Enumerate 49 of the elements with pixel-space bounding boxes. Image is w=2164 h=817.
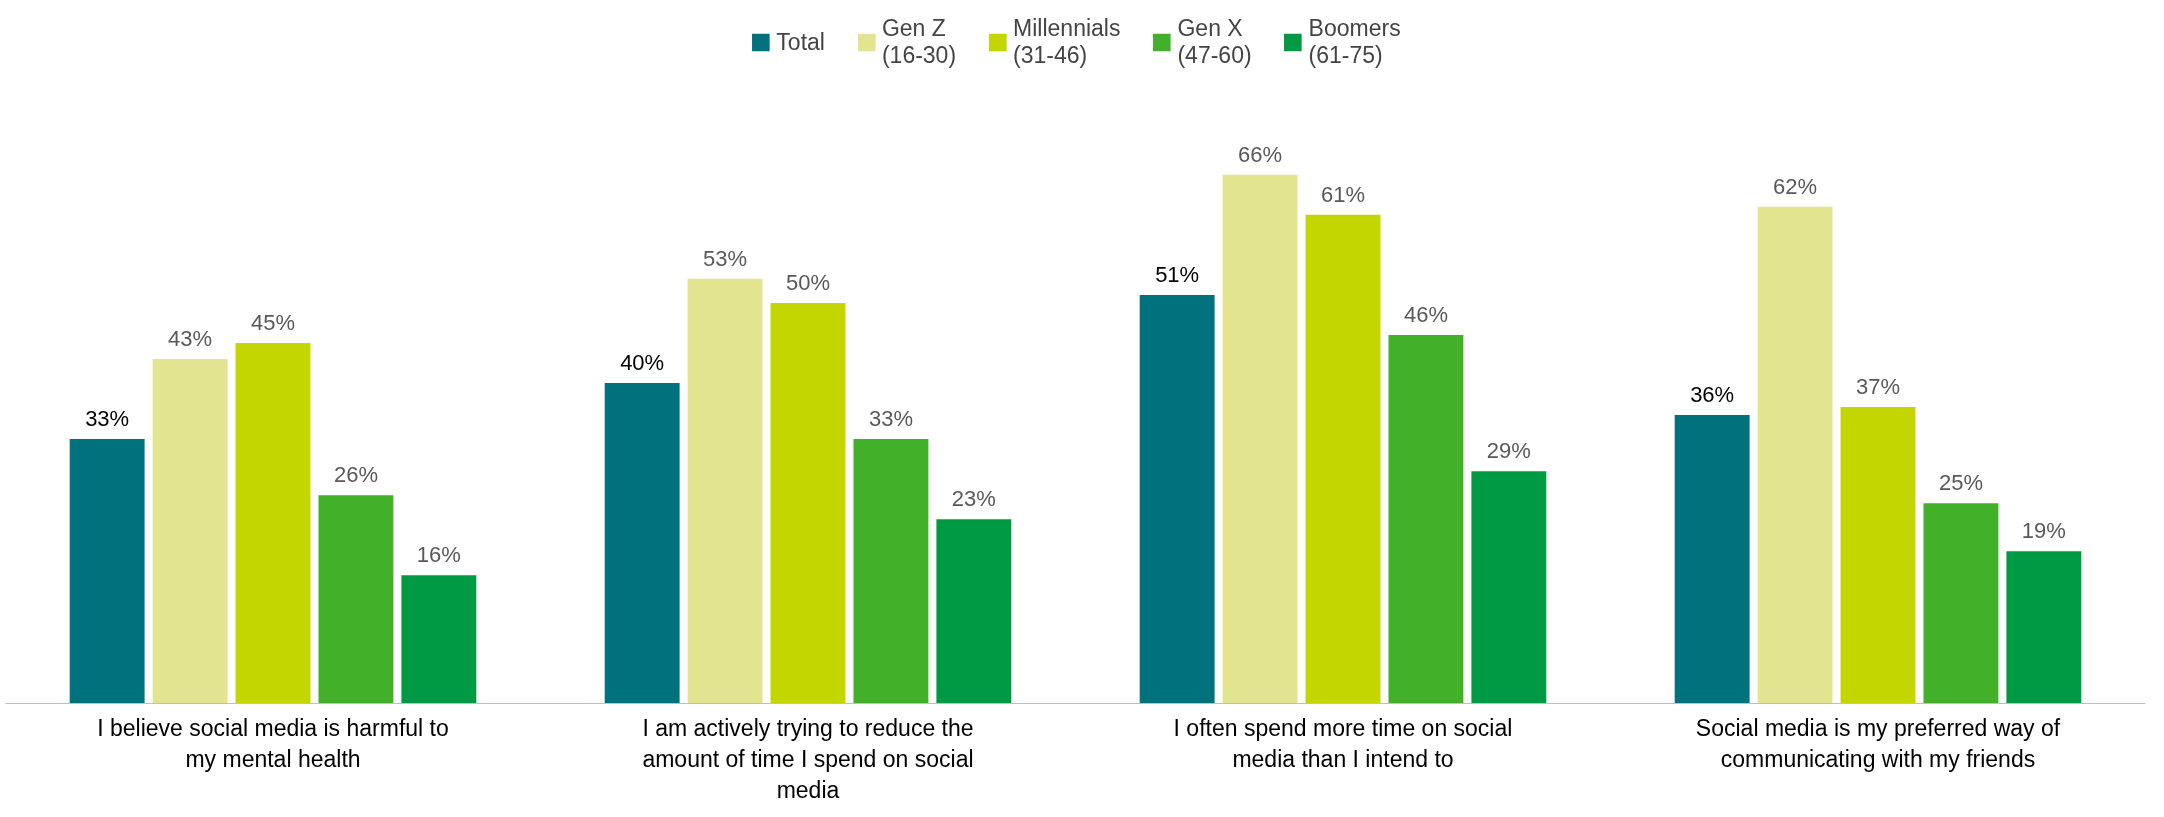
x-tick-label: I believe social media is harmful to my mental health	[97, 714, 449, 772]
legend-label: Boomers (61-75)	[1308, 15, 1401, 69]
bar	[936, 519, 1012, 704]
bar	[687, 278, 763, 704]
data-label: 61%	[1320, 181, 1366, 207]
data-label: 23%	[951, 486, 996, 512]
data-label: 26%	[333, 462, 378, 488]
data-label: 29%	[1486, 438, 1531, 464]
data-label: 53%	[703, 245, 748, 271]
bar	[235, 342, 311, 704]
data-label: 43%	[168, 325, 213, 351]
data-label: 36%	[1690, 382, 1735, 408]
data-label: 16%	[416, 542, 461, 568]
legend-label: Total	[776, 28, 825, 56]
legend-label: Millennials (31-46)	[1013, 15, 1121, 69]
data-label: 66%	[1238, 141, 1283, 167]
data-label: 50%	[785, 269, 831, 295]
bar	[318, 495, 394, 704]
bar	[1222, 174, 1298, 704]
bar	[69, 439, 145, 704]
data-label: 37%	[1855, 374, 1901, 400]
data-label: 51%	[1155, 261, 1200, 287]
x-tick-label: Social media is my preferred way of communicating with my friends	[1695, 714, 2061, 772]
legend-label: Gen Z (16-30)	[881, 15, 957, 69]
bar	[2006, 551, 2082, 704]
bar	[152, 358, 228, 704]
bar	[1388, 334, 1464, 704]
data-label: 19%	[2021, 518, 2066, 544]
bar	[1139, 294, 1215, 704]
bar	[770, 302, 846, 704]
x-tick-label: I am actively trying to reduce the amount of time I spend on social media	[642, 714, 974, 803]
data-label: 62%	[1773, 173, 1818, 199]
x-tick-label: I often spend more time on social media than I intend to	[1173, 714, 1513, 772]
bar	[1840, 407, 1916, 704]
data-label: 25%	[1938, 470, 1983, 496]
data-label: 33%	[868, 406, 913, 432]
bar	[1923, 503, 1999, 704]
data-label: 45%	[250, 309, 296, 335]
bar	[401, 575, 477, 704]
bar	[604, 383, 680, 704]
legend-label: Gen X (47-60)	[1177, 15, 1252, 69]
bar	[1674, 415, 1750, 704]
bar	[1471, 471, 1547, 704]
bar	[853, 439, 929, 704]
data-label: 40%	[620, 350, 665, 376]
data-label: 33%	[85, 406, 130, 432]
data-label: 46%	[1403, 301, 1448, 327]
bar	[1305, 214, 1381, 704]
bar	[1757, 206, 1833, 704]
